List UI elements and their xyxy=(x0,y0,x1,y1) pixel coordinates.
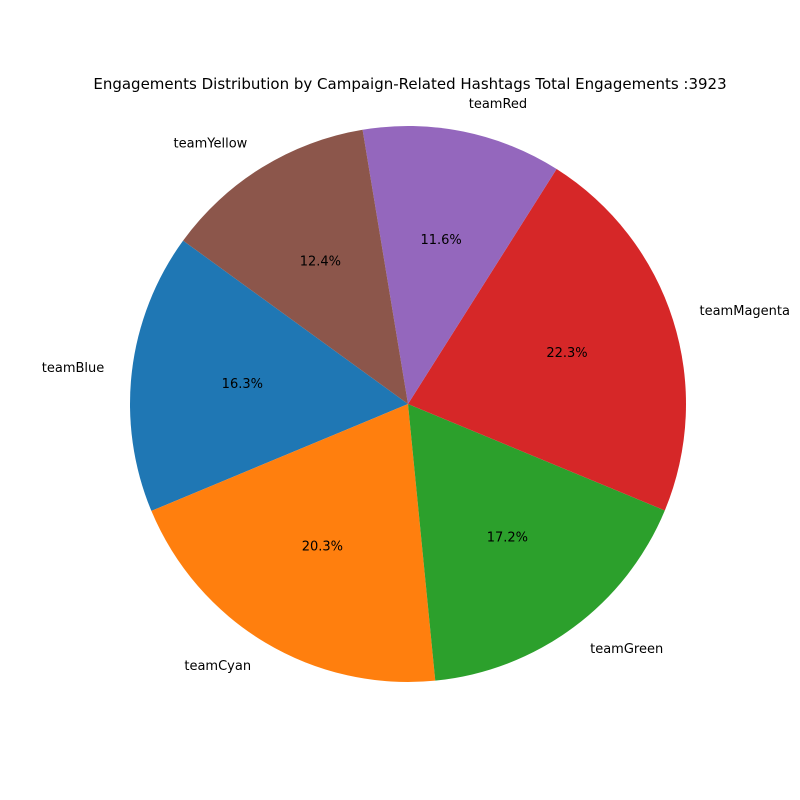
slice-label-team-blue: teamBlue xyxy=(42,361,105,376)
slice-percent-team-red: 11.6% xyxy=(420,233,461,248)
slice-percent-team-magenta: 22.3% xyxy=(546,346,587,361)
slice-label-team-cyan: teamCyan xyxy=(184,659,251,674)
pie-slice-team-magenta xyxy=(408,169,687,511)
labels-layer: teamBlue 16.3% teamCyan 20.3% teamGreen 17.2%… xyxy=(42,97,790,674)
pie-slice-team-green xyxy=(408,404,665,681)
slice-label-team-magenta: teamMagenta xyxy=(700,304,790,319)
pie-slice-team-yellow xyxy=(183,129,408,405)
pie-slice-team-cyan xyxy=(151,404,436,683)
slice-percent-team-yellow: 12.4% xyxy=(300,255,341,270)
chart-title: Engagements Distribution by Campaign-Rel… xyxy=(93,75,726,93)
pie-slice-team-blue xyxy=(130,240,409,511)
slice-percent-team-cyan: 20.3% xyxy=(302,540,343,555)
slice-label-team-green: teamGreen xyxy=(590,642,663,657)
pie-slice-team-red xyxy=(362,126,557,405)
slices-layer xyxy=(130,126,687,683)
slice-label-team-yellow: teamYellow xyxy=(174,136,248,151)
slice-percent-team-blue: 16.3% xyxy=(222,377,263,392)
slice-percent-team-green: 17.2% xyxy=(487,530,528,545)
slice-label-team-red: teamRed xyxy=(469,97,527,112)
